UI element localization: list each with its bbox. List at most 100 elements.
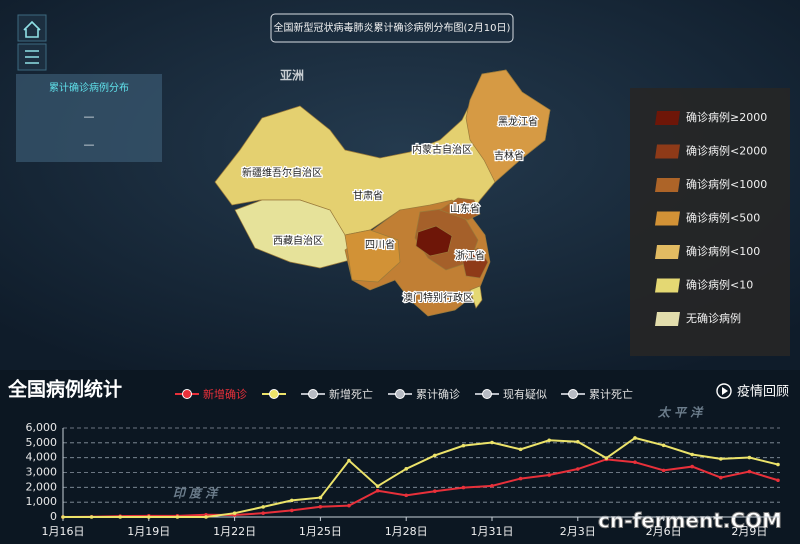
data-point	[776, 462, 780, 467]
legend-swatch	[655, 278, 680, 293]
data-point	[290, 508, 294, 513]
data-point	[61, 515, 65, 519]
legend-label: 确诊病例<2000	[686, 144, 767, 158]
legend-label: 确诊病例≥2000	[686, 110, 767, 124]
ocean-label: 太 平 洋	[657, 406, 704, 420]
data-point	[719, 475, 723, 480]
legend-label: 现有疑似	[503, 387, 547, 401]
data-point	[518, 447, 523, 452]
map-label: 吉林省	[494, 149, 524, 162]
data-point	[89, 515, 94, 519]
map-label: 亚洲	[280, 69, 304, 83]
map-label: 山东省	[450, 202, 480, 215]
data-point	[175, 515, 180, 519]
data-point	[747, 455, 752, 460]
y-tick-label: 2,000	[26, 480, 58, 493]
data-point	[261, 511, 266, 515]
data-point	[690, 452, 694, 457]
map-label: 四川省	[365, 238, 395, 251]
section-title: 全国病例统计	[7, 378, 122, 401]
series-line	[62, 458, 779, 518]
data-point	[490, 440, 494, 445]
data-point	[518, 476, 523, 481]
legend-label: 累计死亡	[589, 387, 633, 401]
data-point	[461, 485, 466, 490]
legend-dot	[482, 389, 492, 399]
data-point	[661, 443, 666, 448]
x-tick-label: 1月19日	[127, 525, 170, 538]
home-button[interactable]	[17, 14, 47, 42]
legend-label: 确诊病例<10	[686, 278, 753, 292]
ocean-label: 印 度 洋	[173, 487, 219, 501]
x-tick-label: 1月31日	[471, 525, 514, 538]
data-point	[576, 439, 580, 444]
replay-label[interactable]: 疫情回顾	[737, 384, 789, 400]
legend-swatch	[655, 211, 680, 226]
legend-label: 确诊病例<500	[686, 211, 760, 225]
legend-swatch	[655, 111, 680, 125]
legend-label: 确诊病例<100	[686, 244, 760, 258]
legend-swatch	[655, 144, 680, 159]
series-line	[63, 436, 779, 518]
data-point	[776, 478, 780, 483]
data-point	[232, 511, 237, 515]
legend-dot	[182, 389, 192, 399]
data-point	[719, 457, 723, 461]
data-point	[547, 473, 551, 477]
map-title-box	[270, 13, 514, 43]
y-tick-label: 6,000	[26, 421, 58, 434]
data-point	[604, 456, 609, 460]
legend-label: 无确诊病例	[686, 311, 741, 325]
china-map	[214, 69, 551, 317]
map-label: 浙江省	[455, 249, 485, 262]
panel-value: —	[84, 138, 95, 151]
data-point	[147, 515, 151, 519]
data-point	[547, 438, 551, 443]
data-point	[461, 443, 466, 448]
data-point	[204, 515, 208, 519]
data-point	[633, 436, 637, 440]
x-tick-label: 1月16日	[42, 525, 85, 538]
x-tick-label: 2月3日	[560, 525, 596, 538]
data-point	[490, 484, 494, 488]
data-point	[433, 489, 437, 494]
data-point	[318, 504, 323, 509]
data-point	[290, 498, 294, 503]
data-point	[347, 458, 351, 463]
map-label: 澳门特别行政区	[403, 291, 473, 304]
y-tick-label: 3,000	[26, 466, 58, 479]
legend-dot	[269, 389, 279, 399]
y-tick-label: 0	[50, 510, 57, 523]
data-point	[261, 505, 266, 509]
legend-dot	[568, 389, 578, 399]
data-point	[375, 488, 380, 493]
legend-label: 累计确诊	[416, 387, 460, 401]
map-label: 黑龙江省	[498, 115, 538, 128]
x-tick-label: 2月6日	[646, 525, 682, 538]
data-point	[633, 460, 637, 465]
data-point	[118, 515, 122, 519]
y-tick-label: 4,000	[26, 451, 58, 464]
map-label: 内蒙古自治区	[412, 143, 472, 156]
legend-dot	[308, 389, 318, 399]
x-tick-label: 1月25日	[299, 525, 342, 538]
map-label: 新疆维吾尔自治区	[242, 166, 322, 179]
map-label: 西藏自治区	[273, 234, 323, 247]
data-point	[404, 467, 409, 471]
replay-button[interactable]: 疫情回顾	[716, 383, 789, 400]
data-point	[747, 469, 752, 474]
map-label: 甘肃省	[353, 189, 383, 202]
list-button[interactable]	[17, 43, 47, 71]
data-point	[375, 484, 380, 488]
panel-value: —	[84, 110, 95, 123]
y-tick-label: 1,000	[26, 495, 58, 508]
legend-dot	[395, 389, 405, 399]
legend-label: 新增死亡	[329, 387, 373, 401]
data-point	[404, 493, 409, 498]
data-point	[690, 464, 694, 469]
legend-swatch	[655, 245, 680, 259]
legend-swatch	[655, 312, 680, 326]
data-point	[433, 453, 437, 458]
data-point	[576, 467, 580, 471]
